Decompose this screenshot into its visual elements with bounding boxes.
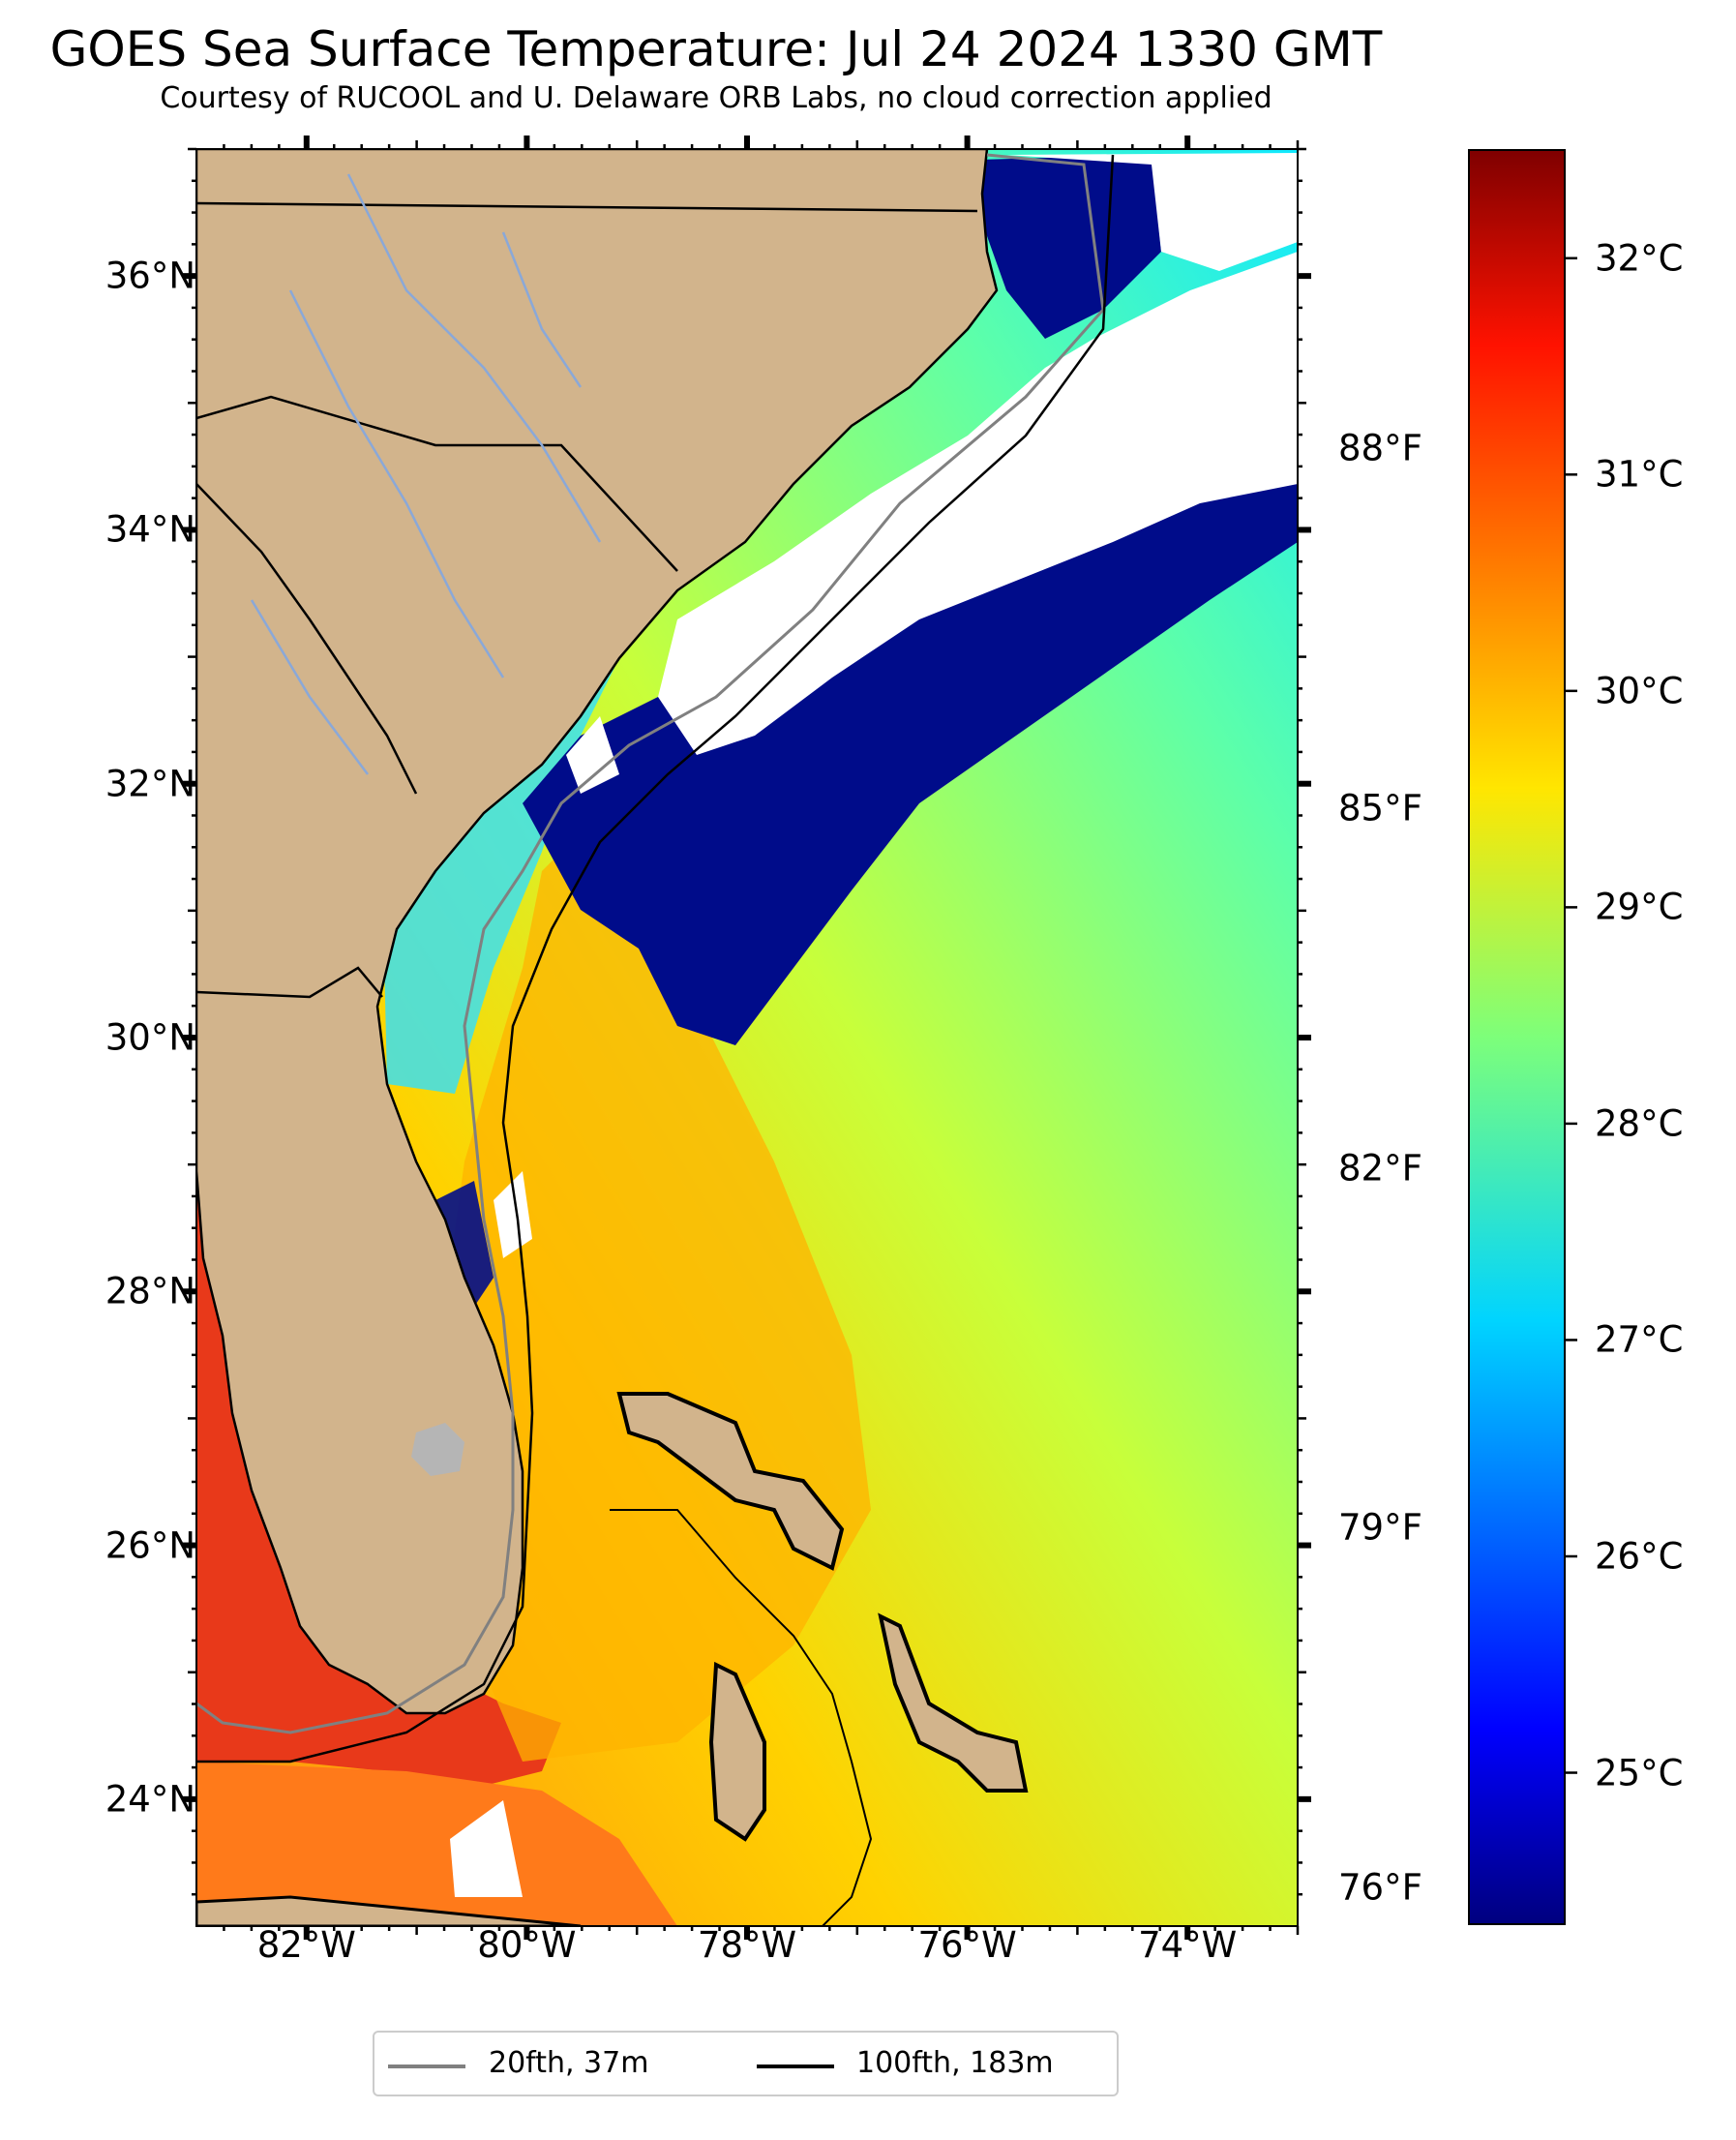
colorbar-label-26c: 26°C	[1595, 1535, 1684, 1578]
border-nc-sc	[196, 395, 678, 572]
eleuthera-land	[878, 1613, 1029, 1793]
lat-label-30n: 30°N	[105, 1016, 195, 1059]
legend: 20fth, 37m 100fth, 183m	[373, 2031, 1119, 2096]
florida-keys-warm-water	[196, 1762, 677, 1926]
degf-label-79: 79°F	[1338, 1506, 1422, 1549]
lake-okeechobee	[411, 1423, 464, 1476]
andros-land	[708, 1661, 766, 1842]
isobath-100fth-bahamas	[610, 1509, 873, 1926]
colorbar-label-27c: 27°C	[1595, 1318, 1684, 1361]
lat-label-32n: 32°N	[105, 763, 195, 805]
legend-swatch-100fth	[757, 2065, 834, 2068]
cloud-patch-georgia	[566, 716, 619, 794]
chart-subtitle: Courtesy of RUCOOL and U. Delaware ORB L…	[160, 81, 1272, 115]
lon-label-78w: 78°W	[697, 1924, 797, 1966]
colorbar-label-31c: 31°C	[1595, 453, 1684, 496]
lat-label-26n: 26°N	[105, 1524, 195, 1567]
lon-label-80w: 80°W	[477, 1924, 577, 1966]
lat-label-36n: 36°N	[105, 255, 195, 297]
colorbar-label-30c: 30°C	[1595, 670, 1684, 712]
legend-label-20fth: 20fth, 37m	[489, 2046, 649, 2080]
cloud-patch-florida	[494, 1171, 532, 1258]
lat-label-24n: 24°N	[105, 1778, 195, 1821]
land-southeast-us	[196, 149, 999, 1715]
lon-label-74w: 74°W	[1138, 1924, 1238, 1966]
lon-label-76w: 76°W	[917, 1924, 1017, 1966]
degf-label-76: 76°F	[1338, 1866, 1422, 1909]
legend-swatch-20fth	[388, 2065, 465, 2068]
gulf-stream-warm-band	[416, 832, 871, 1762]
grand-bahama-land	[616, 1392, 845, 1571]
gulf-warm-water	[196, 1171, 561, 1791]
chart-title: GOES Sea Surface Temperature: Jul 24 202…	[49, 21, 1383, 77]
axis-ticks	[183, 136, 1311, 1940]
border-sc-ga	[196, 483, 418, 795]
colorbar-label-32c: 32°C	[1595, 237, 1684, 280]
colorbar-ticks	[1565, 256, 1577, 1774]
lat-label-34n: 34°N	[105, 508, 195, 551]
cuba-land	[196, 1895, 582, 1926]
isobath-20fth	[196, 153, 1105, 1734]
lat-label-28n: 28°N	[105, 1270, 195, 1312]
degf-label-88: 88°F	[1338, 427, 1422, 469]
colorbar-label-29c: 29°C	[1595, 886, 1684, 928]
cloud-cover	[658, 252, 1298, 755]
outer-banks-cold-region	[977, 155, 1161, 339]
northern-cloud-cover	[1006, 153, 1298, 271]
rivers	[250, 173, 602, 775]
lon-label-82w: 82°W	[256, 1924, 356, 1966]
isobath-100fth	[196, 154, 1115, 1763]
border-ga-fl	[196, 966, 383, 999]
border-va-nc	[196, 201, 978, 213]
colorbar-label-28c: 28°C	[1595, 1102, 1684, 1145]
colorbar	[1468, 149, 1566, 1925]
degf-label-82: 82°F	[1338, 1147, 1422, 1190]
legend-label-100fth: 100fth, 183m	[856, 2046, 1054, 2080]
colorbar-label-25c: 25°C	[1595, 1752, 1684, 1794]
degf-label-85: 85°F	[1338, 787, 1422, 829]
sst-map	[196, 149, 1298, 1926]
cold-anomaly-region	[523, 407, 1298, 1045]
cloud-patch-cuba	[450, 1800, 523, 1897]
